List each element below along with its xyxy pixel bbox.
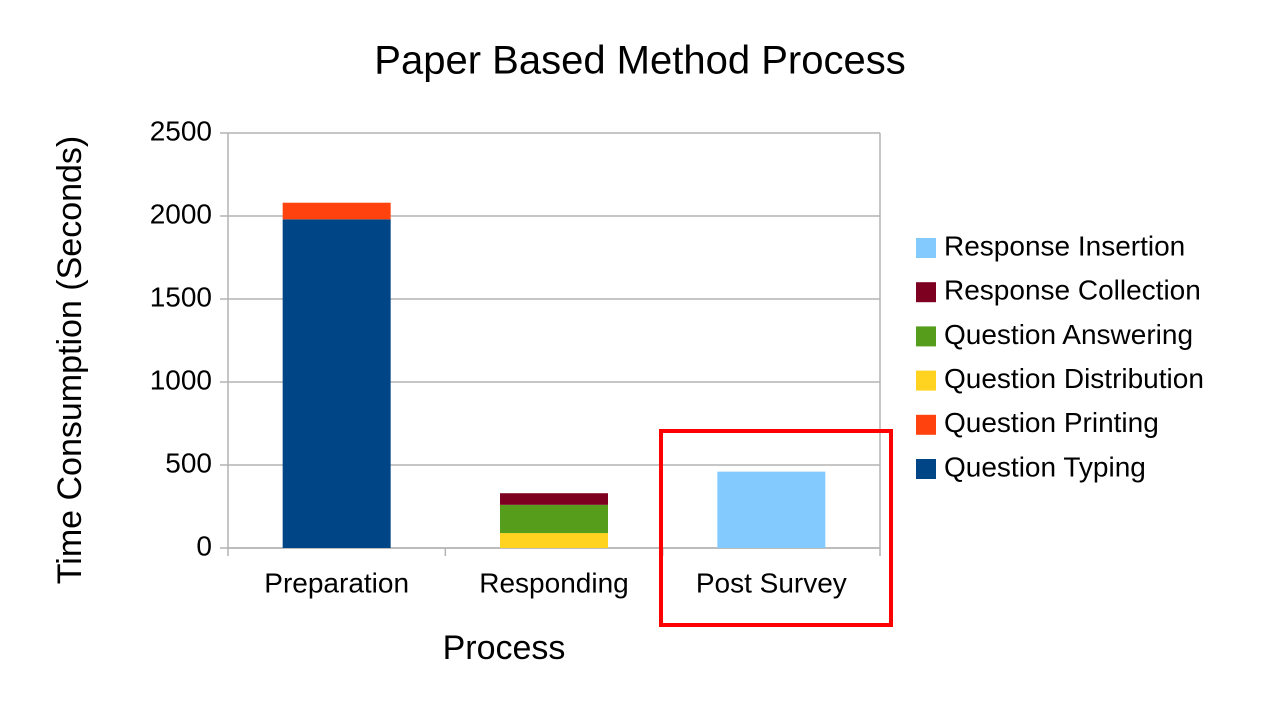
legend-swatch bbox=[916, 282, 936, 303]
y-tick-label: 2000 bbox=[150, 198, 212, 229]
legend-swatch bbox=[916, 414, 936, 435]
bar-segment bbox=[717, 471, 826, 548]
highlight-box bbox=[659, 429, 893, 627]
x-tick-label: Post Survey bbox=[696, 567, 847, 598]
x-axis-title: Process bbox=[443, 629, 566, 667]
bar-segment bbox=[500, 493, 608, 505]
legend-label: Response Collection bbox=[944, 275, 1201, 306]
legend-swatch bbox=[916, 370, 936, 391]
legend-swatch bbox=[916, 459, 936, 479]
legend-swatch bbox=[916, 238, 936, 258]
bar-segment bbox=[282, 219, 391, 548]
bar-segment bbox=[282, 202, 391, 220]
legend-label: Response Insertion bbox=[944, 230, 1185, 261]
chart-title: Paper Based Method Process bbox=[374, 39, 905, 83]
bar-segment bbox=[500, 504, 608, 534]
x-tick-label: Preparation bbox=[264, 567, 409, 598]
y-tick-label: 2500 bbox=[150, 115, 212, 146]
y-tick-label: 1500 bbox=[150, 281, 212, 312]
y-tick-label: 500 bbox=[165, 447, 212, 478]
bar-segment bbox=[500, 533, 608, 548]
legend-swatch bbox=[916, 326, 936, 347]
legend-label: Question Answering bbox=[944, 319, 1193, 350]
y-tick-label: 1000 bbox=[150, 364, 212, 395]
y-tick-label: 0 bbox=[196, 530, 212, 561]
x-tick-label: Responding bbox=[479, 567, 628, 598]
legend-label: Question Distribution bbox=[944, 363, 1204, 394]
legend-label: Question Printing bbox=[944, 407, 1159, 438]
legend-label: Question Typing bbox=[944, 451, 1146, 482]
y-axis-title: Time Consumption (Seconds) bbox=[51, 136, 89, 584]
